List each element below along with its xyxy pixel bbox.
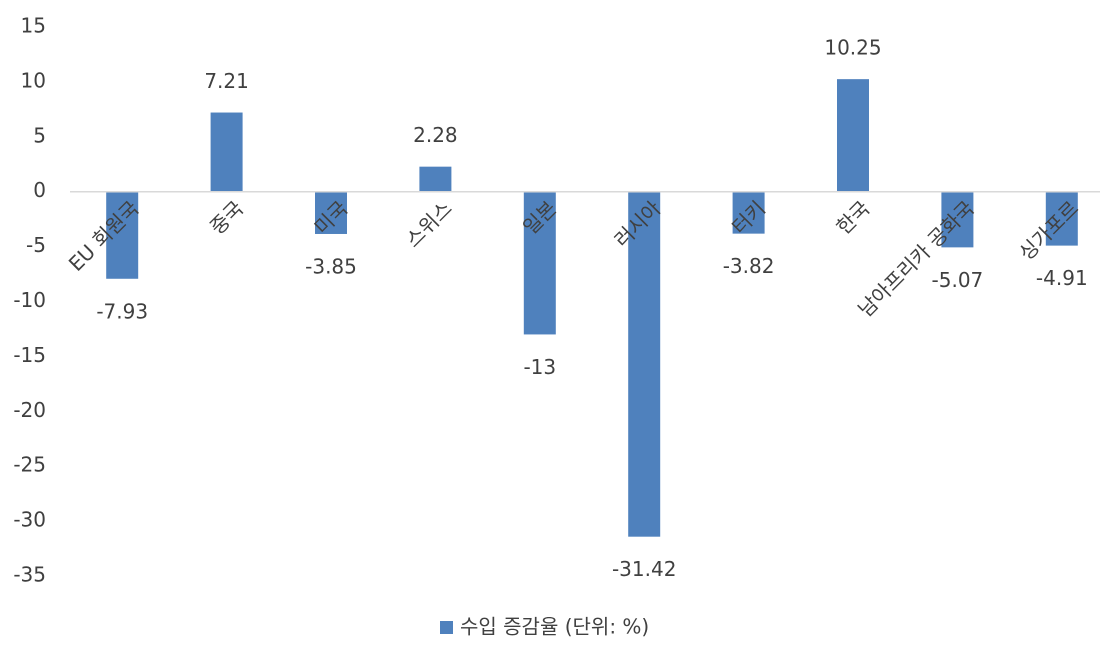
- bar: [210, 112, 243, 192]
- bar: [419, 166, 452, 192]
- legend-label: 수입 증감율 (단위: %): [460, 615, 649, 639]
- data-label: -3.85: [305, 254, 357, 278]
- bar: [1045, 191, 1078, 246]
- y-tick-label: -10: [13, 288, 46, 312]
- bar: [523, 191, 556, 335]
- bar: [732, 191, 765, 234]
- data-label: 2.28: [413, 123, 458, 147]
- bar: [106, 191, 139, 279]
- bar: [837, 79, 869, 192]
- legend-swatch: [440, 621, 453, 634]
- y-tick-label: -35: [13, 563, 46, 587]
- bar: [941, 191, 974, 248]
- x-tick-label: 한국: [831, 196, 874, 239]
- data-label: -7.93: [96, 299, 148, 323]
- data-label: 7.21: [204, 69, 249, 93]
- y-tick-label: -15: [13, 343, 46, 367]
- data-label: -31.42: [612, 557, 676, 581]
- data-label: -13: [523, 355, 556, 379]
- y-tick-label: -20: [13, 398, 46, 422]
- bar: [628, 191, 661, 537]
- y-tick-label: 10: [21, 68, 46, 92]
- data-label: 10.25: [824, 36, 881, 60]
- y-tick-label: 5: [33, 123, 46, 147]
- y-tick-label: 0: [33, 178, 46, 202]
- bar: [315, 191, 347, 234]
- y-tick-label: -30: [13, 508, 46, 532]
- x-tick-label: 스위스: [401, 196, 457, 252]
- y-tick-label: 15: [21, 14, 46, 38]
- y-tick-label: -25: [13, 453, 46, 477]
- y-tick-label: -5: [26, 233, 46, 257]
- x-tick-label: 중국: [205, 196, 248, 239]
- data-label: -5.07: [932, 268, 984, 292]
- data-label: -4.91: [1036, 266, 1088, 290]
- data-label: -3.82: [723, 254, 775, 278]
